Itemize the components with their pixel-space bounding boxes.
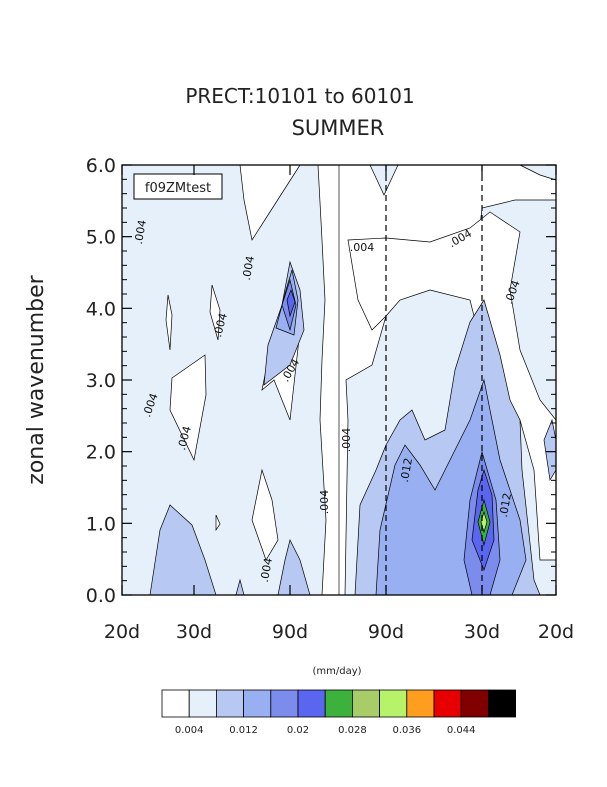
contour-hole-2 [209, 284, 221, 341]
x-tick-label: 20d [104, 621, 140, 643]
title-line1: PRECT:10101 to 60101 [185, 84, 414, 108]
colorbar-swatch [188, 689, 217, 718]
colorbar-swatch [215, 689, 244, 718]
contour-label: .012 [398, 457, 415, 483]
contour-label: .004 [132, 219, 149, 245]
colorbar-swatch [351, 689, 380, 718]
contour-label: .004 [240, 255, 257, 281]
case-label: f09ZMtest [145, 181, 211, 196]
contour-hole-1 [165, 294, 173, 351]
contour-fill-west-light [121, 164, 327, 596]
colorbar-label: 0.028 [338, 725, 367, 736]
contour-label: .004 [350, 241, 375, 254]
contour-label: .004 [318, 490, 331, 515]
colorbar-swatch [324, 689, 353, 718]
colorbar-swatch [406, 689, 435, 718]
contour-label: .012 [497, 492, 514, 518]
colorbar-swatch [161, 689, 190, 718]
x-tick-label: 30d [464, 621, 500, 643]
colorbar-swatch [270, 689, 299, 718]
contour-label: .004 [175, 425, 194, 452]
case-label-box [133, 173, 223, 200]
x-axis: 20d 30d 90d 90d 30d 20d [104, 165, 574, 643]
y-tick-label: 6.0 [86, 155, 116, 177]
contour-fill-west-020 [286, 288, 296, 318]
contour-hole-east [347, 211, 557, 561]
colorbar-units: (mm/day) [312, 666, 361, 677]
colorbar-swatch [379, 689, 408, 718]
contour-label: .004 [258, 557, 275, 583]
y-axis-label: zonal wavenumber [24, 274, 49, 484]
contour-hole-6 [215, 514, 221, 532]
colorbar: 0.004 0.012 0.02 0.028 0.036 0.044 [161, 689, 516, 736]
plot-area: .004.004.004.004.004.004.004.004.004.004… [121, 164, 557, 596]
colorbar-label: 0.036 [392, 725, 421, 736]
y-axis: 0.0 1.0 2.0 3.0 4.0 5.0 6.0 [86, 155, 556, 607]
contour-label: .004 [211, 312, 230, 339]
y-tick-label: 4.0 [86, 298, 116, 320]
contour-hole-3 [169, 354, 207, 462]
contour-label: .004 [340, 428, 353, 453]
colorbar-swatch [460, 689, 489, 718]
y-tick-label: 5.0 [86, 227, 116, 249]
colorbar-label: 0.012 [229, 725, 258, 736]
x-tick-label: 90d [368, 621, 404, 643]
colorbar-swatch [433, 689, 462, 718]
colorbar-swatch [297, 689, 326, 718]
colorbar-swatch [487, 689, 516, 718]
y-tick-label: 0.0 [86, 585, 116, 607]
colorbar-label: 0.004 [175, 725, 204, 736]
y-tick-label: 1.0 [86, 513, 116, 535]
colorbar-label: 0.02 [287, 725, 309, 736]
colorbar-label: 0.044 [447, 725, 476, 736]
colorbar-swatch [243, 689, 272, 718]
y-tick-label: 2.0 [86, 442, 116, 464]
contour-hole-4 [251, 468, 279, 561]
x-tick-label: 30d [176, 621, 212, 643]
y-tick-label: 3.0 [86, 370, 116, 392]
x-tick-label: 90d [272, 621, 308, 643]
x-tick-label: 20d [538, 621, 574, 643]
title-line2: SUMMER [292, 116, 385, 140]
